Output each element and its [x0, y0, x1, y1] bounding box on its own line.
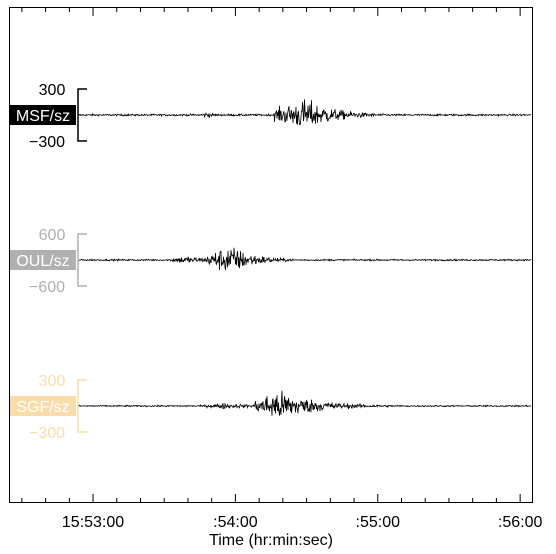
scale-bottom-label: −300: [29, 134, 65, 151]
x-tick-label: :54:00: [213, 514, 258, 531]
scale-top-label: 300: [39, 373, 66, 390]
scale-bottom-label: −600: [29, 279, 65, 296]
scale-bracket: [77, 379, 87, 433]
trace-msf: [77, 99, 532, 126]
scale-bracket: [77, 233, 87, 287]
trace-oul: [77, 247, 532, 271]
station-label-background: [10, 396, 76, 416]
station-label: OUL/sz: [16, 253, 69, 270]
station-label-background: [10, 105, 76, 125]
station-label-background: [10, 250, 76, 270]
x-tick-label: 15:53:00: [62, 514, 124, 531]
scale-bracket: [77, 88, 87, 142]
x-tick-label: :56:00: [498, 514, 543, 531]
x-tick-label: :55:00: [356, 514, 401, 531]
x-axis-title: Time (hr:min:sec): [209, 532, 333, 549]
scale-top-label: 300: [39, 82, 66, 99]
trace-sgf: [77, 390, 532, 416]
scale-bottom-label: −300: [29, 425, 65, 442]
scale-top-label: 600: [39, 227, 66, 244]
station-label: MSF/sz: [16, 108, 70, 125]
station-label: SGF/sz: [16, 399, 69, 416]
plot-frame: [9, 7, 533, 503]
